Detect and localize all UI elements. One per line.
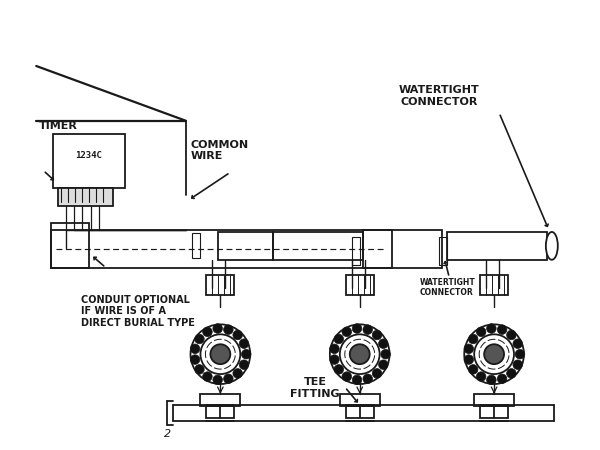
Circle shape <box>233 330 242 340</box>
Circle shape <box>506 369 516 378</box>
Circle shape <box>469 334 478 344</box>
Text: 1234C: 1234C <box>76 151 103 160</box>
Circle shape <box>497 374 507 383</box>
Circle shape <box>506 330 516 340</box>
Text: CONDUIT OPTIONAL
IF WIRE IS OF A
DIRECT BURIAL TYPE: CONDUIT OPTIONAL IF WIRE IS OF A DIRECT … <box>81 295 195 328</box>
Circle shape <box>239 339 249 348</box>
Bar <box>273 232 363 260</box>
Bar <box>200 394 240 406</box>
Circle shape <box>241 350 251 359</box>
Text: WATERTIGHT
CONNECTOR: WATERTIGHT CONNECTOR <box>419 278 475 297</box>
Circle shape <box>224 325 233 334</box>
Circle shape <box>190 344 200 354</box>
Circle shape <box>476 372 486 381</box>
Circle shape <box>190 355 200 365</box>
Text: 2: 2 <box>164 429 171 439</box>
Circle shape <box>513 360 523 369</box>
Bar <box>206 406 235 418</box>
Bar <box>448 232 547 260</box>
Circle shape <box>334 364 344 374</box>
Bar <box>474 394 514 406</box>
Circle shape <box>469 364 478 374</box>
Circle shape <box>334 334 344 344</box>
Bar <box>51 223 89 268</box>
Circle shape <box>497 325 507 334</box>
Circle shape <box>213 375 223 385</box>
Circle shape <box>239 360 249 369</box>
Circle shape <box>484 344 504 364</box>
Circle shape <box>342 327 352 337</box>
Circle shape <box>350 344 370 364</box>
Circle shape <box>515 350 525 359</box>
Circle shape <box>476 327 486 337</box>
Circle shape <box>200 334 240 374</box>
Bar <box>346 406 374 418</box>
Circle shape <box>329 344 339 354</box>
Text: COMMON
WIRE: COMMON WIRE <box>191 140 248 161</box>
Circle shape <box>203 372 212 381</box>
Text: WATERTIGHT
CONNECTOR: WATERTIGHT CONNECTOR <box>399 85 480 107</box>
Bar <box>352 237 360 265</box>
Circle shape <box>330 324 389 384</box>
Circle shape <box>381 350 391 359</box>
Bar <box>58 188 113 206</box>
Circle shape <box>191 324 250 384</box>
Circle shape <box>329 355 339 365</box>
Text: TIMER: TIMER <box>39 121 78 130</box>
Circle shape <box>224 374 233 383</box>
Circle shape <box>340 334 380 374</box>
Circle shape <box>487 375 496 385</box>
Circle shape <box>464 355 473 365</box>
Circle shape <box>233 369 242 378</box>
Bar <box>206 274 235 295</box>
Circle shape <box>203 327 212 337</box>
Bar <box>51 230 392 268</box>
Text: TEE
FITTING: TEE FITTING <box>290 377 340 399</box>
Circle shape <box>372 369 382 378</box>
Ellipse shape <box>546 232 558 260</box>
Circle shape <box>363 374 373 383</box>
Circle shape <box>363 325 373 334</box>
Bar <box>340 394 380 406</box>
Circle shape <box>194 364 204 374</box>
Circle shape <box>379 360 388 369</box>
Bar <box>218 232 273 260</box>
Circle shape <box>213 324 223 333</box>
Bar <box>363 230 442 268</box>
Bar <box>346 274 374 295</box>
Circle shape <box>342 372 352 381</box>
Bar <box>439 237 448 265</box>
Circle shape <box>487 324 496 333</box>
Bar <box>480 274 508 295</box>
Bar <box>480 406 508 418</box>
Bar <box>193 233 200 258</box>
Circle shape <box>211 344 230 364</box>
Circle shape <box>464 344 473 354</box>
Bar <box>53 134 125 188</box>
Circle shape <box>379 339 388 348</box>
Circle shape <box>352 324 362 333</box>
Circle shape <box>464 324 524 384</box>
Circle shape <box>513 339 523 348</box>
Circle shape <box>372 330 382 340</box>
Circle shape <box>352 375 362 385</box>
Circle shape <box>474 334 514 374</box>
Circle shape <box>194 334 204 344</box>
